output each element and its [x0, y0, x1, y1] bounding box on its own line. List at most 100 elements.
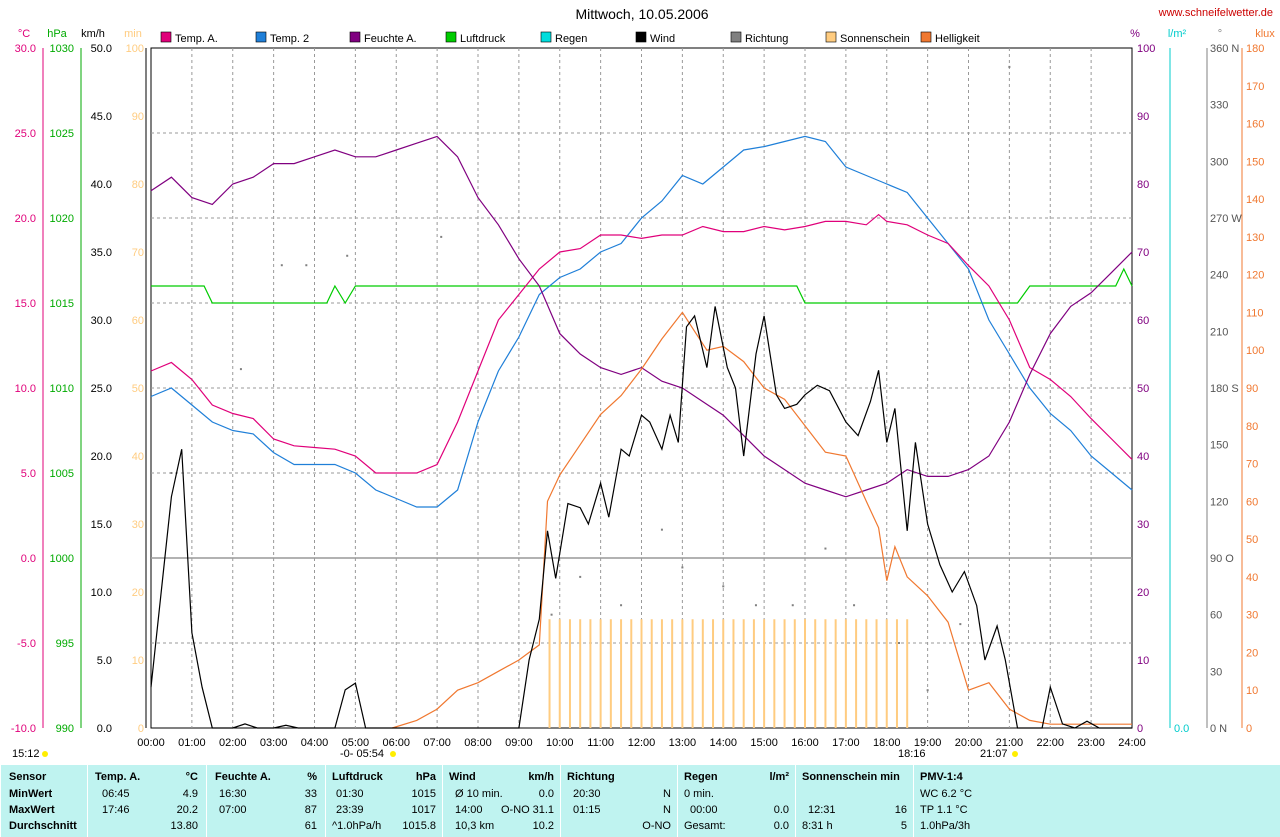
humidity-max-value: 87 [304, 804, 317, 816]
temp-axis-unit: °C [18, 28, 30, 40]
klux-tick-label: 130 [1246, 232, 1264, 244]
wind-tick-label: 20.0 [91, 451, 112, 463]
direction-point [440, 235, 443, 238]
time-axis: 00:00 01:00 02:00 03:00 04:00 05:00 06:00 07:00… [137, 737, 1146, 749]
wind-min-time: Ø 10 min. [455, 788, 503, 800]
rain-max-value: 0.0 [773, 804, 789, 816]
row-label-min: MinWert [9, 788, 53, 800]
pressure-max-value: 1017 [411, 804, 436, 816]
temp-column: Temp. A. °C 06:45 4.9 17:46 20.2 13.80 [87, 765, 206, 837]
updated-time: 15:12 [12, 748, 40, 760]
klux-tick-label: 0 [1246, 723, 1252, 735]
pressure-trend: ^1.0hPa/h [332, 820, 382, 832]
direction-point [754, 604, 757, 607]
direction-point [853, 604, 856, 607]
legend-label: Temp. A. [175, 33, 218, 45]
wind-tick-label: 45.0 [91, 111, 112, 123]
humidity-tick-label: 10 [1137, 655, 1149, 667]
sun-minutes-tick-label: 30 [132, 519, 144, 531]
klux-tick-label: 170 [1246, 81, 1264, 93]
time-tick-label: 19:00 [914, 737, 942, 749]
pressure-tick-label: 990 [56, 723, 74, 735]
humidity-avg-value: 61 [304, 820, 317, 832]
sun-minutes-tick-label: 80 [132, 179, 144, 191]
pressure-tick-label: 1010 [50, 383, 74, 395]
sunset-time: 18:16 [898, 748, 926, 760]
pressure-tick-label: 995 [56, 638, 74, 650]
rain-duration: 0 min. [684, 788, 714, 800]
moonset-time: 21:07 [980, 748, 1008, 760]
pressure-avg-value: 1015.8 [402, 820, 436, 832]
humidity-unit: % [307, 771, 317, 783]
wind-unit: km/h [528, 771, 554, 783]
sun-minutes-axis-unit: min [124, 28, 142, 40]
direction-point [305, 264, 308, 267]
moon-icon [1012, 751, 1018, 757]
direction-tick-label: 0 N [1210, 723, 1227, 735]
humidity-tick-label: 20 [1137, 587, 1149, 599]
rain-tick-label: 0.0 [1174, 723, 1189, 735]
wind-column: Wind km/h Ø 10 min. 0.0 14:00 O-NO 31.1 … [442, 765, 560, 837]
direction-point [722, 585, 725, 588]
time-tick-label: 02:00 [219, 737, 247, 749]
direction-axis-unit: ° [1218, 28, 1222, 40]
time-tick-label: 24:00 [1118, 737, 1146, 749]
pressure-min-time: 01:30 [336, 788, 364, 800]
row-label-max: MaxWert [9, 804, 55, 816]
direction-min-value: N [663, 788, 671, 800]
klux-tick-label: 110 [1246, 307, 1264, 319]
temp-tick-label: 10.0 [15, 383, 36, 395]
humidity-tick-label: 100 [1137, 43, 1155, 55]
rain-axis-unit: l/m² [1168, 28, 1187, 40]
klux-tick-label: 60 [1246, 496, 1258, 508]
time-tick-label: 23:00 [1077, 737, 1105, 749]
time-tick-label: 05:00 [342, 737, 370, 749]
humidity-min-value: 33 [304, 788, 317, 800]
time-tick-label: 13:00 [669, 737, 697, 749]
series-layer [150, 47, 1133, 729]
direction-header: Richtung [567, 771, 615, 783]
sun-minutes-tick-label: 0 [138, 723, 144, 735]
time-tick-label: 04:00 [301, 737, 329, 749]
wind-distance: 10,3 km [455, 820, 495, 832]
time-tick-label: 18:00 [873, 737, 901, 749]
direction-tick-label: 360 N [1210, 43, 1239, 55]
legend: Temp. A. Temp. 2 Feuchte A. Luftdruck Regen W… [160, 31, 980, 45]
direction-max-time: 01:15 [573, 804, 601, 816]
wind-tick-label: 15.0 [91, 519, 112, 531]
humidity-tick-label: 40 [1137, 451, 1149, 463]
klux-tick-label: 30 [1246, 610, 1258, 622]
statistics-table: Sensor MinWert MaxWert Durchschnitt Temp… [0, 765, 1280, 837]
temp-tick-label: -10.0 [11, 723, 36, 735]
pressure-min-value: 1015 [411, 788, 436, 800]
left-axes: °C hPa km/h min 30.0 25.0 20.0 15.0 10.0 5.0 0.0 -5… [11, 28, 147, 735]
sun-minutes-tick-label: 100 [126, 43, 144, 55]
time-tick-label: 08:00 [464, 737, 492, 749]
wind-axis-unit: km/h [81, 28, 105, 40]
pmv-header: PMV-1:4 [920, 771, 963, 783]
direction-tick-label: 60 [1210, 610, 1222, 622]
sun-minutes-tick-label: 90 [132, 111, 144, 123]
legend-label: Richtung [745, 33, 788, 45]
wind-tick-label: 40.0 [91, 179, 112, 191]
pressure-tick-label: 1005 [50, 468, 74, 480]
wind-tick-label: 5.0 [97, 655, 112, 667]
humidity-tick-label: 30 [1137, 519, 1149, 531]
time-tick-label: 00:00 [137, 737, 165, 749]
rain-total-value: 0.0 [773, 820, 789, 832]
klux-tick-label: 40 [1246, 572, 1258, 584]
direction-point [346, 254, 349, 257]
pressure-tick-label: 1000 [50, 553, 74, 565]
series-line-wind [150, 306, 1132, 729]
direction-point [959, 623, 962, 626]
temp-max-value: 20.2 [176, 804, 198, 816]
pmv-dewpoint: TP 1.1 °C [920, 804, 968, 816]
website-link[interactable]: www.schneifelwetter.de [1158, 7, 1273, 19]
time-tick-label: 07:00 [423, 737, 451, 749]
klux-tick-label: 140 [1246, 194, 1264, 206]
sun-minutes-tick-label: 60 [132, 315, 144, 327]
direction-tick-label: 180 S [1210, 383, 1239, 395]
sun-minutes-tick-label: 70 [132, 247, 144, 259]
direction-tick-label: 210 [1210, 326, 1228, 338]
